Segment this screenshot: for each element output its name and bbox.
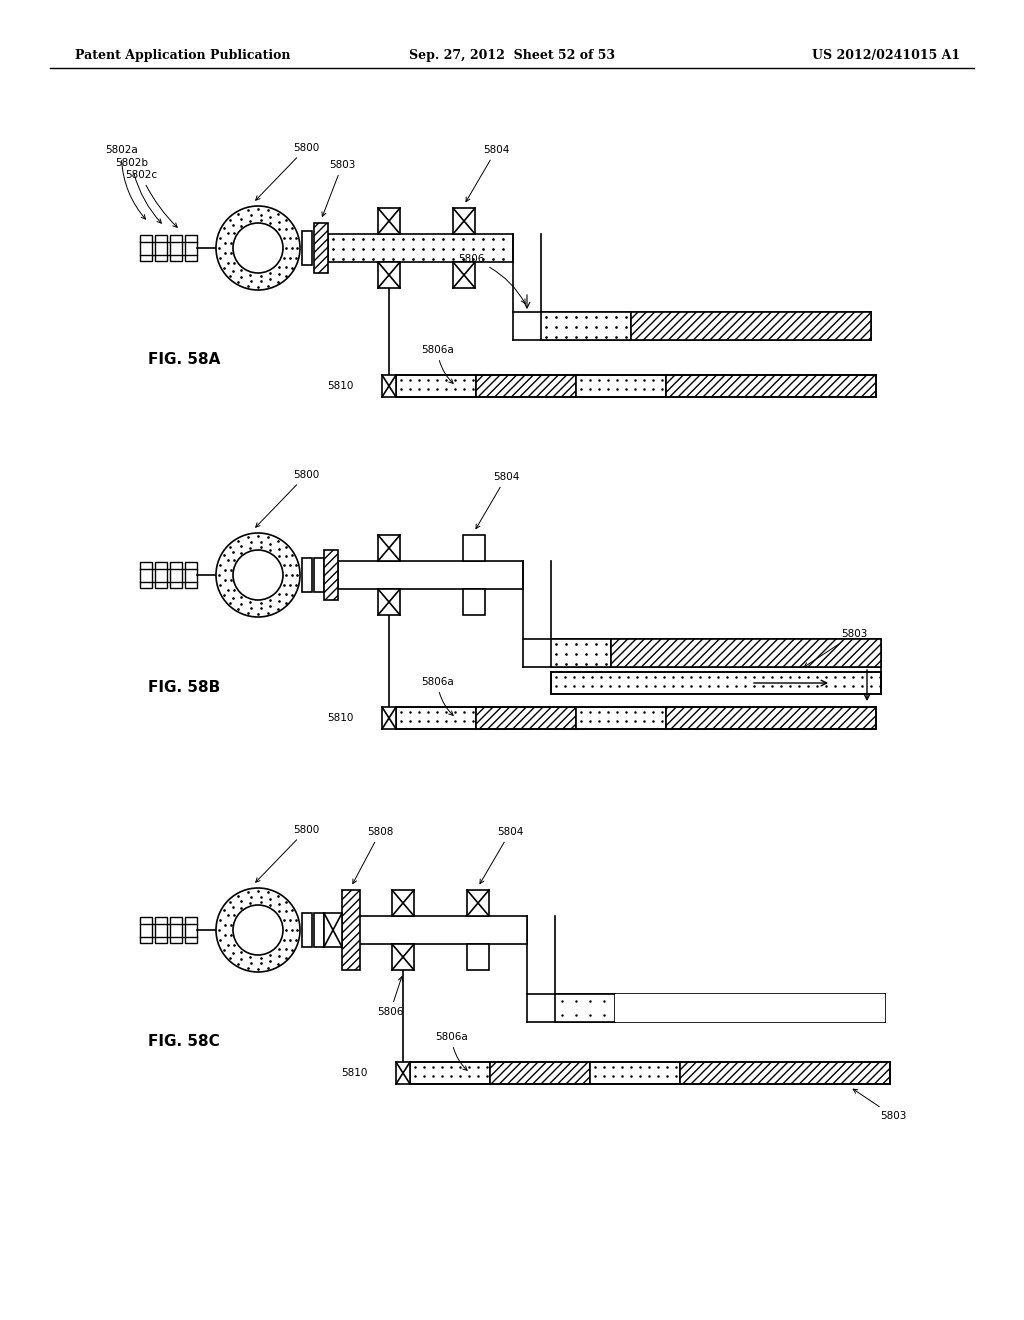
Bar bbox=[392, 944, 414, 970]
Bar bbox=[396, 708, 876, 729]
Bar bbox=[140, 917, 152, 942]
Bar bbox=[140, 562, 152, 587]
Bar bbox=[396, 1063, 410, 1084]
Text: 5803: 5803 bbox=[322, 160, 355, 216]
Text: 5810: 5810 bbox=[342, 1068, 368, 1078]
Circle shape bbox=[233, 906, 283, 954]
Text: Sep. 27, 2012  Sheet 52 of 53: Sep. 27, 2012 Sheet 52 of 53 bbox=[409, 49, 615, 62]
Text: 5804: 5804 bbox=[480, 828, 523, 883]
Bar bbox=[590, 1063, 680, 1084]
Text: 5802a: 5802a bbox=[105, 145, 145, 219]
Bar bbox=[314, 913, 324, 946]
Bar bbox=[467, 890, 489, 916]
Bar bbox=[490, 1063, 590, 1084]
Bar bbox=[410, 1063, 490, 1084]
Bar bbox=[396, 375, 476, 397]
Bar bbox=[140, 235, 152, 261]
Text: 5810: 5810 bbox=[328, 381, 354, 391]
Bar bbox=[170, 917, 182, 942]
Bar bbox=[551, 672, 881, 694]
Bar bbox=[615, 994, 885, 1022]
Bar bbox=[155, 235, 167, 261]
Bar bbox=[631, 312, 871, 341]
Text: 5802b: 5802b bbox=[115, 158, 162, 223]
Text: 5800: 5800 bbox=[256, 825, 319, 882]
Bar bbox=[476, 708, 575, 729]
Text: 5808: 5808 bbox=[353, 828, 393, 883]
Bar bbox=[378, 589, 400, 615]
Bar bbox=[680, 1063, 890, 1084]
Bar bbox=[666, 708, 876, 729]
Bar bbox=[541, 312, 631, 341]
Bar bbox=[382, 708, 396, 729]
Bar bbox=[453, 209, 475, 234]
Bar bbox=[302, 558, 312, 591]
Bar bbox=[314, 558, 324, 591]
Bar bbox=[575, 375, 666, 397]
Text: 5802c: 5802c bbox=[125, 170, 177, 227]
Bar bbox=[463, 589, 485, 615]
Bar bbox=[324, 913, 342, 946]
Bar bbox=[551, 639, 611, 667]
Bar bbox=[467, 944, 489, 970]
Bar bbox=[314, 223, 328, 273]
Bar bbox=[666, 375, 876, 397]
Text: 5806a: 5806a bbox=[435, 1032, 468, 1071]
Bar bbox=[324, 550, 338, 601]
Bar bbox=[185, 917, 197, 942]
Text: 5803: 5803 bbox=[804, 630, 867, 667]
Circle shape bbox=[233, 223, 283, 273]
Text: FIG. 58C: FIG. 58C bbox=[148, 1035, 220, 1049]
Bar bbox=[302, 231, 312, 265]
Bar bbox=[396, 375, 876, 397]
Bar bbox=[378, 209, 400, 234]
Bar bbox=[575, 708, 666, 729]
Bar bbox=[551, 672, 881, 694]
Bar bbox=[328, 234, 513, 261]
Bar bbox=[155, 917, 167, 942]
Bar bbox=[378, 261, 400, 288]
Text: 5806a: 5806a bbox=[421, 345, 454, 383]
Bar bbox=[410, 1063, 890, 1084]
Bar bbox=[392, 890, 414, 916]
Text: 5800: 5800 bbox=[256, 470, 319, 527]
Circle shape bbox=[216, 533, 300, 616]
Bar bbox=[453, 261, 475, 288]
Bar bbox=[170, 562, 182, 587]
Text: 5806: 5806 bbox=[377, 977, 403, 1016]
Bar bbox=[342, 916, 527, 944]
Text: FIG. 58A: FIG. 58A bbox=[148, 352, 220, 367]
Text: FIG. 58B: FIG. 58B bbox=[148, 680, 220, 694]
Circle shape bbox=[233, 550, 283, 601]
Circle shape bbox=[216, 206, 300, 290]
Text: US 2012/0241015 A1: US 2012/0241015 A1 bbox=[812, 49, 961, 62]
Bar bbox=[611, 639, 881, 667]
Text: 5810: 5810 bbox=[328, 713, 354, 723]
Text: Patent Application Publication: Patent Application Publication bbox=[75, 49, 291, 62]
Text: 5804: 5804 bbox=[466, 145, 509, 202]
Text: 5806: 5806 bbox=[458, 253, 525, 304]
Bar bbox=[185, 562, 197, 587]
Text: 5804: 5804 bbox=[476, 473, 519, 529]
Bar bbox=[185, 235, 197, 261]
Circle shape bbox=[216, 888, 300, 972]
Bar bbox=[555, 994, 615, 1022]
Bar bbox=[382, 375, 396, 397]
Text: 5806a: 5806a bbox=[421, 677, 454, 715]
Bar bbox=[302, 913, 312, 946]
Bar bbox=[378, 535, 400, 561]
Bar bbox=[342, 890, 360, 970]
Bar bbox=[155, 562, 167, 587]
Bar bbox=[338, 561, 523, 589]
Text: 5800: 5800 bbox=[256, 143, 319, 201]
Bar bbox=[170, 235, 182, 261]
Bar bbox=[476, 375, 575, 397]
Text: 5803: 5803 bbox=[853, 1089, 906, 1121]
Bar bbox=[463, 535, 485, 561]
Bar bbox=[396, 708, 476, 729]
